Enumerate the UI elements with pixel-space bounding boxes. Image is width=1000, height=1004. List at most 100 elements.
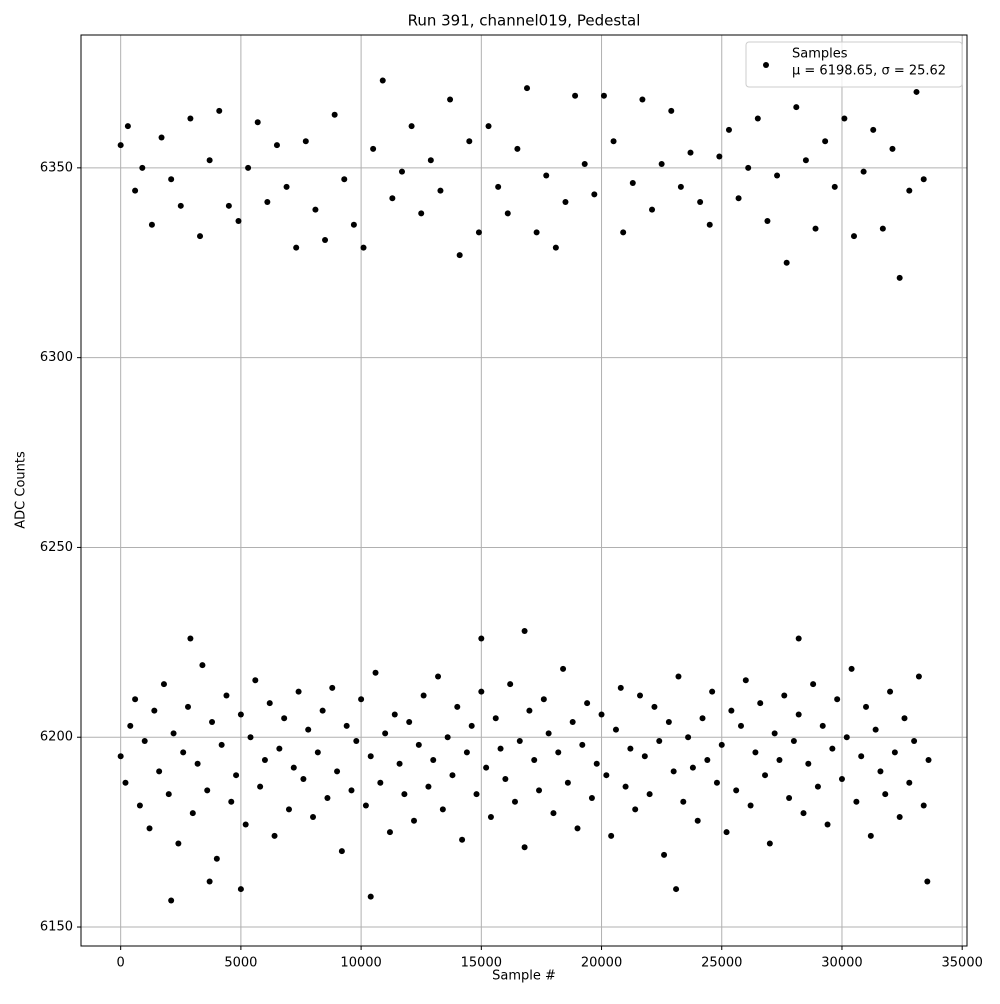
point xyxy=(545,730,552,737)
point xyxy=(382,730,389,737)
point xyxy=(348,787,355,794)
point xyxy=(776,757,783,764)
point xyxy=(329,684,336,691)
point xyxy=(273,142,280,149)
point xyxy=(637,692,644,699)
point xyxy=(459,836,466,843)
point xyxy=(620,229,627,236)
point xyxy=(281,715,288,722)
point xyxy=(920,176,927,183)
point xyxy=(745,164,752,171)
point xyxy=(156,768,163,775)
point xyxy=(733,787,740,794)
point xyxy=(540,696,547,703)
point xyxy=(627,745,634,752)
point xyxy=(802,157,809,164)
point xyxy=(331,111,338,118)
point xyxy=(706,221,713,228)
y-tick-label: 6200 xyxy=(40,730,73,745)
legend: Samples μ = 6198.65, σ = 25.62 xyxy=(745,41,963,88)
point xyxy=(449,772,456,779)
point xyxy=(468,722,475,729)
point xyxy=(312,206,319,213)
point xyxy=(747,802,754,809)
point xyxy=(531,757,538,764)
point xyxy=(334,768,341,775)
point xyxy=(735,195,742,202)
point xyxy=(367,753,374,760)
point xyxy=(420,692,427,699)
point xyxy=(651,703,658,710)
point xyxy=(189,810,196,817)
point xyxy=(478,635,485,642)
point xyxy=(427,157,434,164)
point xyxy=(572,92,579,99)
point xyxy=(367,893,374,900)
point xyxy=(870,126,877,133)
point xyxy=(901,715,908,722)
point xyxy=(261,757,268,764)
point xyxy=(829,745,836,752)
point xyxy=(831,183,838,190)
point xyxy=(812,225,819,232)
point xyxy=(386,829,393,836)
point xyxy=(398,168,405,175)
point xyxy=(233,772,240,779)
point xyxy=(896,274,903,281)
point xyxy=(863,703,870,710)
x-tick-label: 30000 xyxy=(821,956,862,971)
point xyxy=(824,821,831,828)
point xyxy=(786,794,793,801)
point xyxy=(668,107,675,114)
point xyxy=(694,817,701,824)
point xyxy=(555,749,562,756)
point xyxy=(661,851,668,858)
point xyxy=(562,199,569,206)
point xyxy=(526,707,533,714)
point xyxy=(891,749,898,756)
point xyxy=(593,760,600,767)
point xyxy=(362,802,369,809)
point xyxy=(187,115,194,122)
point xyxy=(757,700,764,707)
point xyxy=(600,92,607,99)
point xyxy=(781,692,788,699)
point xyxy=(439,806,446,813)
point xyxy=(444,734,451,741)
point xyxy=(454,703,461,710)
point xyxy=(564,779,571,786)
point xyxy=(389,195,396,202)
point xyxy=(805,760,812,767)
point xyxy=(401,791,408,798)
point xyxy=(713,779,720,786)
point xyxy=(867,832,874,839)
point xyxy=(685,734,692,741)
point xyxy=(122,779,129,786)
x-tick-label: 10000 xyxy=(340,956,381,971)
point xyxy=(418,210,425,217)
point xyxy=(677,183,684,190)
y-axis-label: ADC Counts xyxy=(14,451,29,529)
point xyxy=(656,738,663,745)
point xyxy=(793,104,800,111)
point xyxy=(204,787,211,794)
point xyxy=(521,844,528,851)
x-tick-label: 15000 xyxy=(461,956,502,971)
point xyxy=(716,153,723,160)
point xyxy=(242,821,249,828)
point xyxy=(485,123,492,130)
point xyxy=(478,688,485,695)
point xyxy=(213,855,220,862)
point xyxy=(209,719,216,726)
point xyxy=(487,813,494,820)
point xyxy=(728,707,735,714)
point xyxy=(225,202,232,209)
point xyxy=(257,783,264,790)
point xyxy=(641,753,648,760)
point xyxy=(177,202,184,209)
point xyxy=(569,719,576,726)
point xyxy=(473,791,480,798)
point xyxy=(814,783,821,790)
point xyxy=(168,897,175,904)
point xyxy=(497,745,504,752)
